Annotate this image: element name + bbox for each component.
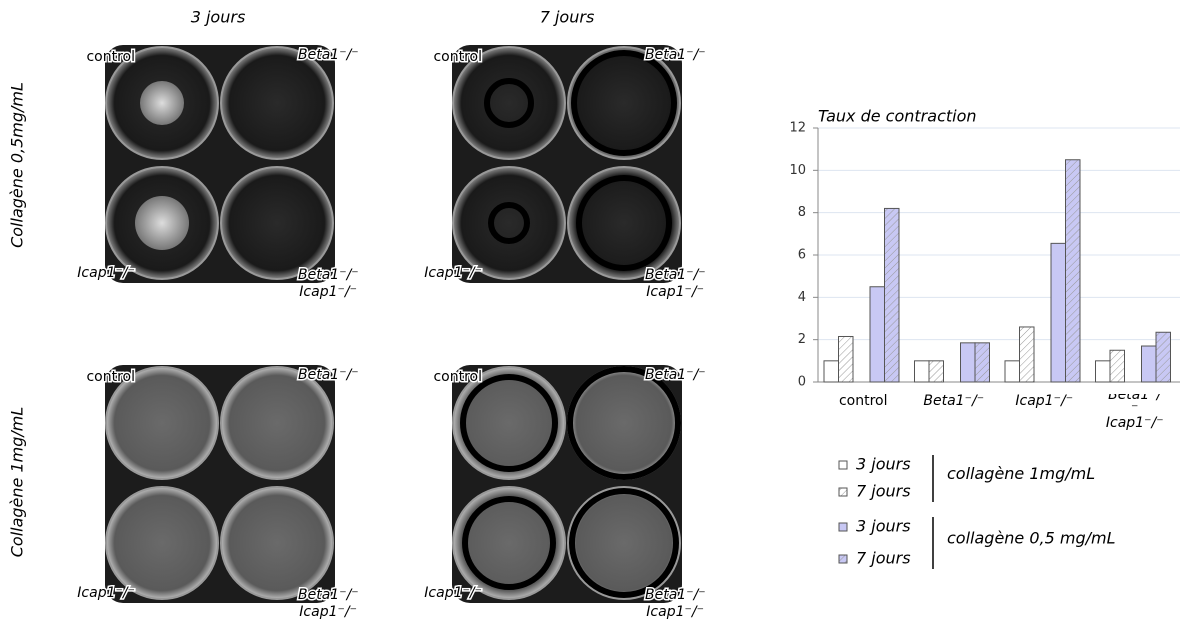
well-label: Icap1⁻/⁻ [77, 265, 135, 281]
gel-ring [488, 202, 530, 244]
well-label: Icap1⁻/⁻ [424, 265, 482, 281]
well-label: Beta1⁻/⁻ [645, 587, 706, 603]
well-label: Icap1⁻/⁻ [77, 585, 135, 601]
bar [1004, 360, 1020, 383]
chart-title: Taux de contraction [818, 107, 977, 126]
gel-ring [462, 496, 556, 590]
x-tick-label: control [838, 394, 888, 409]
y-tick-label: 10 [789, 163, 806, 178]
y-tick-label: 4 [798, 290, 806, 305]
well-label: Icap1⁻/⁻ [646, 284, 704, 300]
well [220, 486, 334, 600]
row-label: Collagène 0,5mg/mL [8, 82, 27, 248]
gel-ring [569, 488, 679, 598]
bar [1065, 159, 1081, 383]
well-label: Beta1⁻/⁻ [645, 367, 706, 383]
well-label: control [433, 49, 482, 65]
x-tick-label: Icap1⁻/⁻ [1015, 394, 1074, 409]
x-tick-label: Beta1⁻/⁻ Icap1⁻/⁻ [1105, 394, 1164, 431]
x-tick-label: Beta1⁻/⁻ [923, 394, 985, 409]
legend-group-label: collagène 1mg/mL [947, 464, 1095, 483]
legend-label: 7 jours [856, 482, 911, 501]
bar [914, 360, 930, 383]
well [105, 366, 219, 480]
bar [1155, 331, 1171, 383]
well [452, 166, 566, 280]
bar [1109, 349, 1125, 383]
y-tick-label: 0 [798, 375, 806, 390]
legend-swatch [838, 522, 848, 532]
well [452, 46, 566, 160]
well [220, 46, 334, 160]
well-label: Icap1⁻/⁻ [299, 604, 357, 620]
well-label: Icap1⁻/⁻ [299, 284, 357, 300]
well-label: Beta1⁻/⁻ [298, 367, 359, 383]
bar [884, 207, 900, 383]
well [567, 46, 681, 160]
gel-ring [460, 374, 558, 472]
x-tick-label-box: Beta1⁻/⁻ [923, 394, 985, 409]
gel-ring [567, 366, 681, 480]
well-label: control [86, 49, 135, 65]
bar [928, 360, 944, 383]
well [220, 366, 334, 480]
y-tick-label: 8 [798, 205, 806, 220]
legend-label: 3 jours [856, 517, 911, 536]
bar [974, 342, 990, 383]
gel-ring [571, 50, 677, 156]
bar [1095, 360, 1111, 383]
column-label: 3 jours [191, 8, 246, 27]
well [105, 486, 219, 600]
legend-group-label: collagène 0,5 mg/mL [947, 529, 1116, 548]
x-tick-label-box: Beta1⁻/⁻ Icap1⁻/⁻ [1105, 394, 1164, 431]
bar [869, 286, 885, 383]
y-tick-label: 12 [789, 121, 806, 136]
well-label: Beta1⁻/⁻ [298, 587, 359, 603]
well-label: control [433, 369, 482, 385]
well-label: control [86, 369, 135, 385]
well [220, 166, 334, 280]
well-label: Beta1⁻/⁻ [645, 47, 706, 63]
well-label: Icap1⁻/⁻ [646, 604, 704, 620]
legend-swatch [838, 487, 848, 497]
bar [1019, 326, 1035, 383]
bar [1141, 345, 1157, 383]
well [452, 486, 566, 600]
bar [1050, 242, 1066, 383]
bar [838, 335, 854, 383]
well [452, 366, 566, 480]
well-label: Beta1⁻/⁻ [298, 47, 359, 63]
well-label: Beta1⁻/⁻ [298, 267, 359, 283]
row-label: Collagène 1mg/mL [8, 407, 27, 558]
legend-swatch [838, 554, 848, 564]
well-label: Beta1⁻/⁻ [645, 267, 706, 283]
y-tick-label: 6 [798, 248, 806, 263]
gel-ring [484, 78, 534, 128]
well [567, 486, 681, 600]
well [567, 166, 681, 280]
gel [140, 81, 184, 125]
legend-label: 7 jours [856, 549, 911, 568]
legend-label: 3 jours [856, 455, 911, 474]
y-tick-label: 2 [798, 332, 806, 347]
bar [823, 360, 839, 383]
x-tick-label-box: Icap1⁻/⁻ [1015, 394, 1074, 409]
well-label: Icap1⁻/⁻ [424, 585, 482, 601]
gel [135, 196, 189, 250]
gel-ring [576, 175, 672, 271]
x-tick-label-box: control [838, 394, 888, 409]
legend-swatch [838, 460, 848, 470]
column-label: 7 jours [540, 8, 595, 27]
bar [960, 342, 976, 383]
